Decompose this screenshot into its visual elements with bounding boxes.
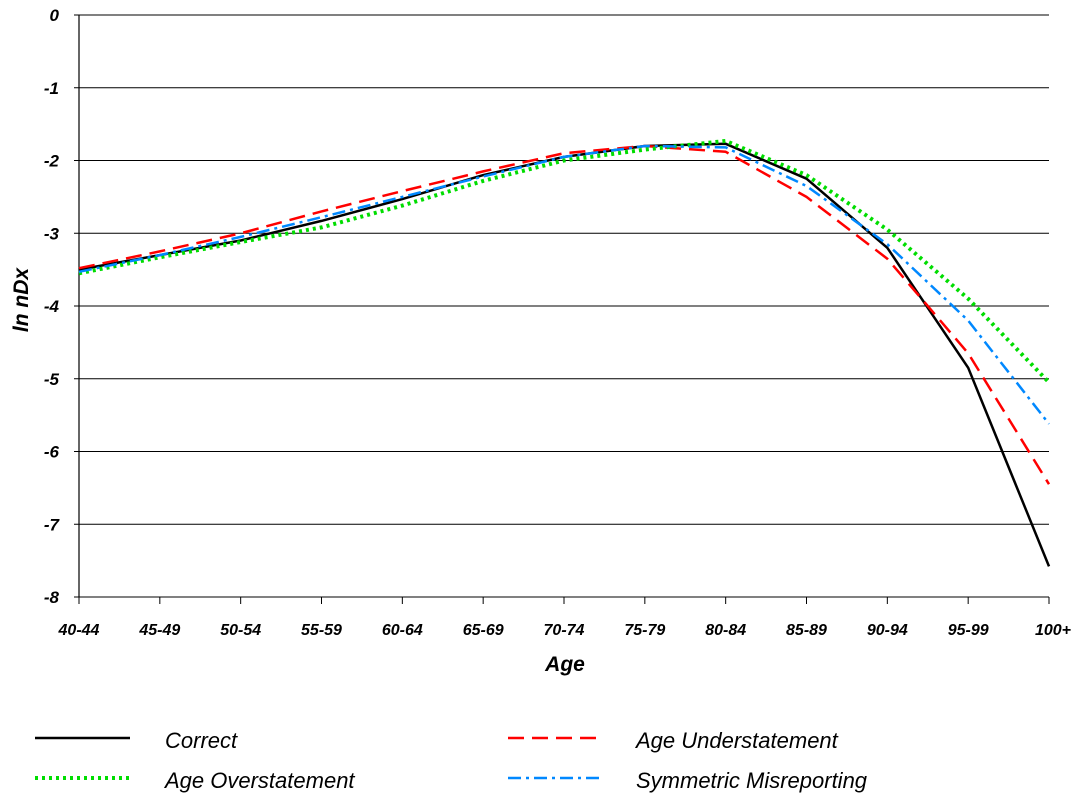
x-tick-label: 55-59 [301,622,342,639]
y-tick-label: -3 [44,224,60,243]
x-tick-label: 40-44 [58,622,100,639]
y-tick-label: -1 [44,79,59,98]
series-line [78,144,1051,485]
legend: Correct Age Understatement Age Overstateme… [35,728,868,793]
legend-label: Symmetric Misreporting [636,768,868,793]
x-tick-label: 95-99 [948,622,989,639]
x-tick-label: 75-79 [624,622,665,639]
y-tick-label: -5 [44,370,60,389]
gridlines [79,14,1049,598]
x-tick-label: 85-89 [786,622,827,639]
x-tick-label: 45-49 [138,622,180,639]
y-tick-label: -6 [44,443,60,462]
x-tick-label: 50-54 [220,622,261,639]
series-line [78,138,1051,384]
y-tick-label: -4 [44,297,60,316]
x-tick-labels: 40-44 45-49 50-54 55-59 60-64 65-69 70-74 75-79… [58,622,1071,639]
x-tick-label: 60-64 [382,622,423,639]
legend-label: Correct [165,728,238,753]
axes [74,14,1050,604]
x-tick-label: 65-69 [463,622,504,639]
y-tick-labels: 0 -1 -2 -3 -4 -5 -6 -7 -8 [44,6,61,607]
y-tick-label: -2 [44,152,60,171]
x-axis-title: Age [544,653,585,676]
legend-label: Age Understatement [634,728,839,753]
series-line [78,144,1050,425]
series-line [78,142,1051,567]
legend-label: Age Overstatement [163,768,355,793]
y-axis-title: ln nDx [10,267,33,332]
y-tick-label: 0 [50,6,60,25]
series-lines [78,138,1051,567]
y-tick-label: -8 [44,588,60,607]
x-tick-label: 100+ [1035,622,1071,639]
x-tick-label: 90-94 [867,622,908,639]
x-tick-label: 70-74 [544,622,585,639]
y-tick-label: -7 [44,515,61,534]
x-tick-label: 80-84 [705,622,746,639]
